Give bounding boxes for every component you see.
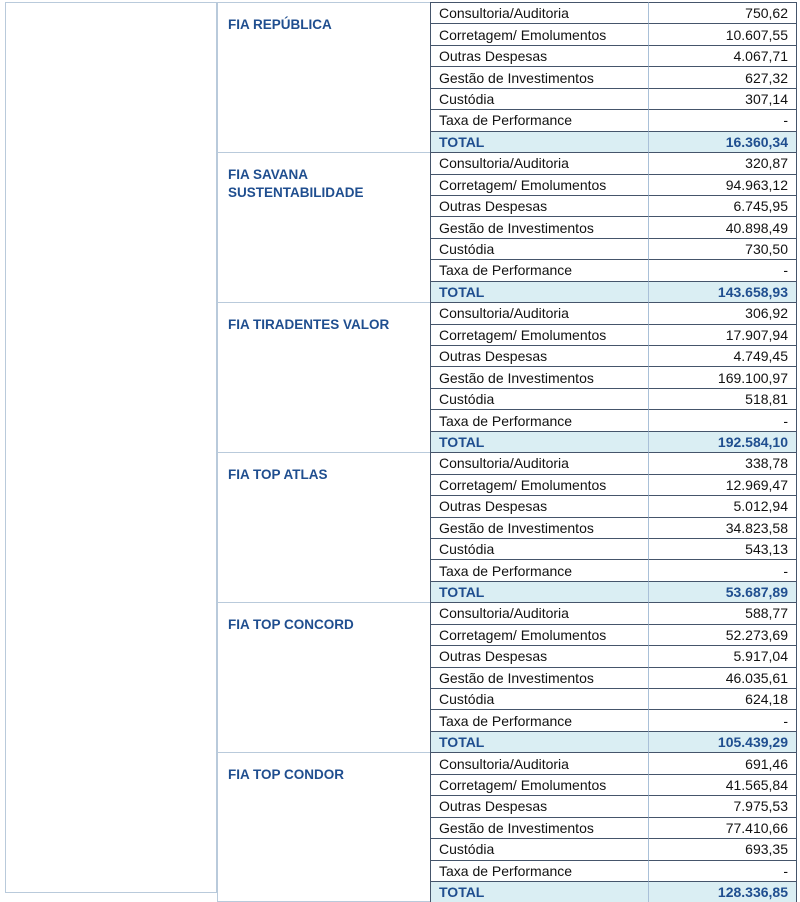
expense-value: 4.749,45 (648, 345, 797, 367)
fund-block: FIA TOP ATLAS Consultoria/Auditoria 338,7… (217, 452, 797, 603)
expense-label: Taxa de Performance (430, 109, 648, 131)
expense-value: 17.907,94 (648, 323, 797, 345)
expense-label: Consultoria/Auditoria (430, 302, 648, 324)
expense-value: 730,50 (648, 237, 797, 260)
expense-value: 338,78 (648, 452, 797, 474)
expense-value: 46.035,61 (648, 666, 797, 688)
expense-label: Corretagem/ Emolumentos (430, 473, 648, 496)
expense-label: Corretagem/ Emolumentos (430, 773, 648, 796)
expense-label: Taxa de Performance (430, 409, 648, 431)
expense-value: 627,32 (648, 66, 797, 88)
expense-label: Gestão de Investimentos (430, 666, 648, 688)
expense-label: Gestão de Investimentos (430, 366, 648, 388)
expense-value: 94.963,12 (648, 173, 797, 195)
expense-label: Consultoria/Auditoria (430, 2, 648, 24)
expense-label: Gestão de Investimentos (430, 216, 648, 238)
expense-label: Custódia (430, 537, 648, 560)
expense-label: Custódia (430, 237, 648, 260)
expense-value: 693,35 (648, 838, 797, 860)
expense-value: 518,81 (648, 387, 797, 410)
total-value: 128.336,85 (648, 880, 797, 902)
expense-value: 750,62 (648, 2, 797, 24)
expense-label: Corretagem/ Emolumentos (430, 623, 648, 646)
expense-label: Outras Despesas (430, 645, 648, 667)
total-label: TOTAL (430, 430, 648, 453)
expense-label: Custódia (430, 688, 648, 710)
expense-value: 52.273,69 (648, 623, 797, 646)
total-label: TOTAL (430, 580, 648, 603)
total-label: TOTAL (430, 130, 648, 153)
total-value: 143.658,93 (648, 280, 797, 303)
expense-value: 12.969,47 (648, 473, 797, 496)
total-value: 105.439,29 (648, 730, 797, 753)
expense-value: - (648, 559, 797, 581)
expense-label: Consultoria/Auditoria (430, 152, 648, 174)
expense-label: Taxa de Performance (430, 259, 648, 281)
expense-value: 41.565,84 (648, 773, 797, 796)
expense-value: 6.745,95 (648, 194, 797, 217)
expense-value: 40.898,49 (648, 216, 797, 238)
expense-label: Consultoria/Auditoria (430, 452, 648, 474)
expense-label: Taxa de Performance (430, 859, 648, 881)
expense-label: Corretagem/ Emolumentos (430, 173, 648, 195)
total-label: TOTAL (430, 280, 648, 303)
fund-block: FIA TOP CONDOR Consultoria/Auditoria 691,… (217, 752, 797, 902)
expense-label: Outras Despesas (430, 44, 648, 67)
expense-value: 7.975,53 (648, 795, 797, 817)
expense-value: 624,18 (648, 688, 797, 710)
expense-value: 306,92 (648, 302, 797, 324)
expense-label: Custódia (430, 87, 648, 110)
expense-label: Outras Despesas (430, 345, 648, 367)
expense-value: 588,77 (648, 602, 797, 624)
expense-value: - (648, 409, 797, 431)
expense-label: Consultoria/Auditoria (430, 602, 648, 624)
expense-label: Corretagem/ Emolumentos (430, 23, 648, 45)
total-value: 53.687,89 (648, 580, 797, 603)
fund-name: FIA TOP ATLAS (217, 452, 430, 603)
expense-value: 5.012,94 (648, 495, 797, 517)
expense-value: - (648, 709, 797, 731)
expense-label: Consultoria/Auditoria (430, 752, 648, 774)
expense-value: 307,14 (648, 87, 797, 110)
fund-name: FIA TOP CONCORD (217, 602, 430, 753)
expense-value: - (648, 109, 797, 131)
fund-block: FIA SAVANA SUSTENTABILIDADE Consultoria/… (217, 152, 797, 303)
expense-label: Gestão de Investimentos (430, 66, 648, 88)
expense-label: Outras Despesas (430, 194, 648, 217)
expense-value: 320,87 (648, 152, 797, 174)
expense-value: 10.607,55 (648, 23, 797, 45)
fund-name: FIA SAVANA SUSTENTABILIDADE (217, 152, 430, 303)
fund-expenses-table: FIA REPÚBLICA Consultoria/Auditoria 750,6… (217, 2, 797, 902)
expense-value: 169.100,97 (648, 366, 797, 388)
expense-label: Taxa de Performance (430, 559, 648, 581)
fund-block: FIA REPÚBLICA Consultoria/Auditoria 750,6… (217, 2, 797, 153)
expense-label: Taxa de Performance (430, 709, 648, 731)
empty-side-cell (5, 2, 217, 893)
fund-name: FIA TOP CONDOR (217, 752, 430, 902)
expense-value: 77.410,66 (648, 816, 797, 839)
total-label: TOTAL (430, 880, 648, 902)
fund-name: FIA REPÚBLICA (217, 2, 430, 153)
expense-value: 543,13 (648, 537, 797, 560)
expense-label: Outras Despesas (430, 495, 648, 517)
expense-value: - (648, 259, 797, 281)
expense-label: Gestão de Investimentos (430, 816, 648, 839)
expense-label: Gestão de Investimentos (430, 516, 648, 538)
expense-value: 691,46 (648, 752, 797, 774)
total-label: TOTAL (430, 730, 648, 753)
fund-block: FIA TOP CONCORD Consultoria/Auditoria 588… (217, 602, 797, 753)
expense-value: 5.917,04 (648, 645, 797, 667)
total-value: 192.584,10 (648, 430, 797, 453)
fund-name: FIA TIRADENTES VALOR (217, 302, 430, 453)
expense-value: 34.823,58 (648, 516, 797, 538)
expense-value: - (648, 859, 797, 881)
expense-label: Custódia (430, 387, 648, 410)
expense-label: Corretagem/ Emolumentos (430, 323, 648, 345)
expense-value: 4.067,71 (648, 44, 797, 67)
expense-label: Outras Despesas (430, 795, 648, 817)
total-value: 16.360,34 (648, 130, 797, 153)
expense-label: Custódia (430, 838, 648, 860)
fund-block: FIA TIRADENTES VALOR Consultoria/Auditor… (217, 302, 797, 453)
